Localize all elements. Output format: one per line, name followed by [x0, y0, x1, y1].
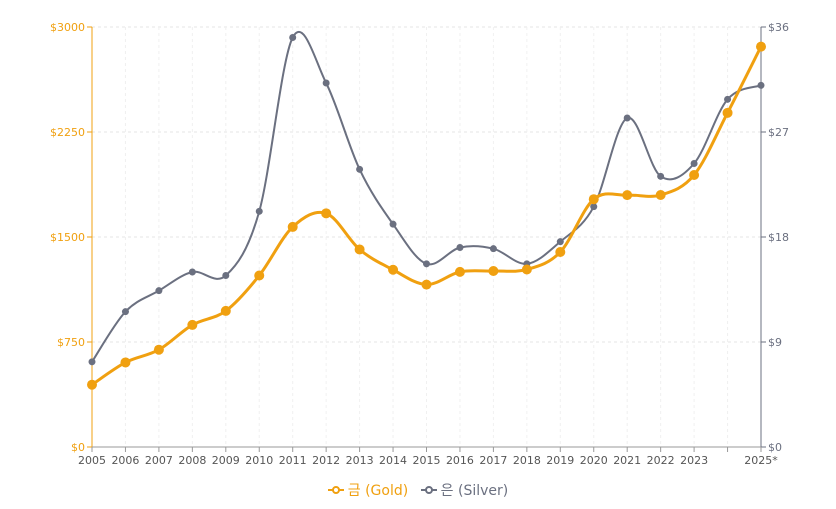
gold-point [454, 266, 465, 277]
y-right-tick-label: $27 [768, 126, 789, 139]
silver-point [690, 160, 698, 167]
gold-point [421, 279, 432, 290]
gold-point [153, 344, 164, 355]
y-left-tick-label: $3000 [50, 21, 85, 34]
silver-point [356, 165, 364, 173]
silver-point [590, 203, 598, 211]
x-tick-label: 2011 [279, 454, 307, 467]
silver-point [489, 245, 497, 253]
gold-point [722, 107, 733, 118]
series-layer [87, 30, 766, 390]
gold-point [220, 305, 231, 316]
grid [92, 26, 761, 447]
x-tick-label: 2020 [580, 454, 608, 467]
x-tick-label: 2018 [513, 454, 541, 467]
gold-point [689, 169, 700, 180]
silver-point [255, 207, 263, 215]
x-tick-label: 2015 [413, 454, 441, 467]
gold-point [187, 319, 198, 330]
gold-point [254, 270, 265, 281]
silver-point [155, 287, 163, 295]
silver-point [423, 260, 430, 268]
legend: 금 (Gold) 은 (Silver) [0, 480, 836, 500]
x-tick-label: 2008 [178, 454, 206, 467]
legend-item-gold[interactable]: 금 (Gold) [327, 480, 409, 500]
y-right-tick-label: $36 [768, 21, 789, 34]
axes: $0 $750 $1500 $2250 $3000 $0 $9 $18 $27 $36 2005 20… [50, 21, 789, 467]
gold-point [655, 190, 666, 200]
x-tick-label: 2006 [111, 454, 139, 467]
y-left-tick-label: $2250 [50, 126, 85, 139]
gold-point [354, 244, 365, 255]
y-left-tick-label: $1500 [50, 231, 85, 244]
x-tick-label: 2019 [546, 454, 574, 467]
gold-point [287, 221, 298, 232]
legend-label-silver: 은 (Silver) [440, 483, 509, 499]
gold-legend-marker-icon [327, 486, 344, 494]
x-tick-label: 2023 [680, 454, 708, 467]
legend-label-gold: 금 (Gold) [347, 483, 409, 499]
x-tick-label: 2010 [245, 454, 273, 467]
gold-point [87, 379, 97, 390]
x-tick-label: 2007 [145, 454, 173, 467]
silver-point [623, 114, 631, 122]
silver-point [724, 95, 732, 103]
gold-point [120, 357, 131, 368]
series-line-silver [91, 30, 762, 363]
x-tick-label: 2025* [744, 454, 778, 467]
gold-point [588, 194, 599, 205]
silver-point [289, 34, 297, 41]
y-right-tick-label: $0 [768, 441, 782, 454]
silver-legend-marker-icon [420, 486, 437, 494]
gold-point [756, 41, 766, 52]
silver-point [322, 79, 330, 87]
silver-point [556, 238, 564, 246]
gold-point [321, 208, 332, 219]
silver-point [222, 272, 230, 279]
x-tick-label: 2013 [346, 454, 374, 467]
x-tick-label: 2014 [379, 454, 407, 467]
legend-item-silver[interactable]: 은 (Silver) [420, 480, 509, 500]
gold-point [622, 190, 633, 201]
x-tick-label: 2022 [647, 454, 675, 467]
chart: $0 $750 $1500 $2250 $3000 $0 $9 $18 $27 $36 2005 20… [50, 21, 789, 467]
x-tick-label: 2021 [613, 454, 641, 467]
y-left-tick-label: $750 [57, 336, 85, 349]
gold-point [388, 264, 399, 275]
x-tick-label: 2012 [312, 454, 340, 467]
silver-point [389, 220, 397, 228]
x-tick-label: 2016 [446, 454, 474, 467]
gold-point [521, 264, 532, 275]
silver-point [188, 268, 196, 276]
silver-point [456, 244, 464, 251]
x-tick-label: 2017 [479, 454, 507, 467]
silver-point [121, 308, 129, 316]
silver-point [88, 358, 96, 366]
gold-point [555, 246, 566, 257]
y-left-tick-label: $0 [71, 441, 85, 454]
x-tick-label: 2005 [78, 454, 106, 467]
gold-point [488, 266, 499, 277]
x-tick-label: 2009 [212, 454, 240, 467]
y-right-tick-label: $9 [768, 336, 782, 349]
silver-point [657, 172, 665, 180]
y-right-tick-label: $18 [768, 231, 789, 244]
silver-point [757, 81, 765, 89]
